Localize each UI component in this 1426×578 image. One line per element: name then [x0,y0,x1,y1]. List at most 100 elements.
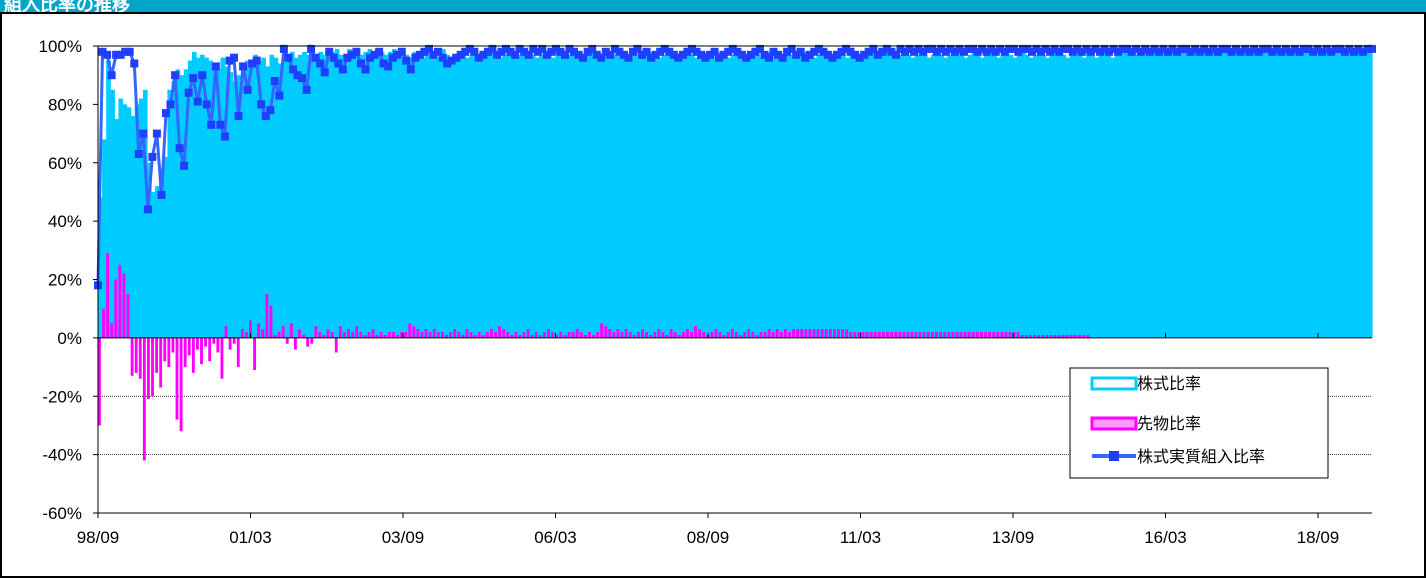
stock-ratio-bar [1363,48,1369,338]
futures-ratio-bar [498,326,502,338]
futures-ratio-bar [257,323,261,338]
effective-ratio-marker [1209,44,1218,53]
effective-ratio-marker [941,47,950,56]
stock-ratio-bar [257,60,262,338]
futures-ratio-bar [534,332,538,338]
futures-ratio-bar [984,332,987,338]
stock-ratio-bar [1355,48,1361,338]
effective-ratio-marker [969,44,977,53]
effective-ratio-marker [429,50,438,59]
effective-ratio-marker [728,44,737,53]
stock-ratio-bar [1269,48,1275,338]
effective-ratio-marker [1268,47,1277,56]
effective-ratio-marker [792,50,801,59]
effective-ratio-marker [1213,47,1222,56]
futures-ratio-bar [102,308,105,338]
stock-ratio-bar [890,54,895,338]
stock-ratio-bar [1278,48,1283,338]
futures-ratio-bar [975,332,979,338]
effective-ratio-marker [1354,44,1363,53]
stock-ratio-bar [873,54,879,338]
futures-ratio-bar [200,337,203,365]
futures-ratio-bar [551,332,555,338]
stock-ratio-bar [575,54,581,338]
futures-ratio-bar [1008,332,1012,338]
effective-ratio-marker [1159,44,1168,53]
stock-ratio-bar [608,54,614,338]
futures-ratio-bar [477,332,481,338]
effective-ratio-marker [175,144,184,153]
stock-ratio-bar [289,51,295,338]
effective-ratio-marker [660,44,669,53]
stock-ratio-bar [461,54,467,338]
stock-ratio-bar [1208,51,1214,338]
futures-ratio-bar [841,329,845,338]
effective-ratio-marker [1028,47,1036,56]
stock-ratio-bar [220,57,226,338]
stock-ratio-bar [1065,57,1071,338]
stock-ratio-bar [1184,51,1189,338]
stock-ratio-bar [473,51,479,338]
futures-ratio-bar [122,273,126,338]
futures-ratio-bar [432,329,436,338]
futures-ratio-bar [355,326,359,338]
stock-ratio-bar [408,57,414,338]
stock-ratio-bar [265,66,271,338]
effective-ratio-marker [307,44,316,53]
futures-ratio-bar [694,326,698,338]
stock-ratio-bar [1310,48,1316,338]
effective-ratio-marker [1068,47,1077,56]
stock-ratio-bar [1294,48,1300,338]
stock-ratio-bar [645,54,650,338]
effective-ratio-marker [1173,47,1181,56]
stock-ratio-bar [432,54,438,338]
futures-ratio-bar [338,326,342,338]
effective-ratio-marker [470,47,479,56]
stock-ratio-bar [102,139,107,338]
effective-ratio-marker [284,53,293,62]
effective-ratio-marker [1272,44,1281,53]
futures-ratio-bar [918,332,922,338]
stock-ratio-bar [526,51,532,338]
stock-ratio-bar [955,51,961,338]
effective-ratio-marker [1132,44,1141,53]
futures-ratio-bar [98,337,101,426]
futures-ratio-bar [302,334,306,338]
stock-ratio-bar [690,54,695,338]
effective-ratio-marker [1345,44,1354,53]
stock-ratio-bar [400,51,405,338]
stock-ratio-bar [984,54,989,338]
stock-ratio-bar [632,51,638,338]
effective-ratio-marker [855,53,864,62]
stock-ratio-bar [302,51,307,338]
stock-ratio-bar [196,57,201,338]
effective-ratio-marker [434,47,442,56]
stock-ratio-bar [661,54,667,338]
effective-ratio-marker [783,47,792,56]
effective-ratio-marker [1300,44,1308,53]
effective-ratio-marker [588,44,597,53]
effective-ratio-marker [252,56,261,65]
futures-ratio-bar [673,332,677,338]
futures-ratio-bar [1086,334,1090,338]
futures-ratio-bar [543,332,546,338]
effective-ratio-marker [1086,47,1095,56]
stock-ratio-bar [1286,48,1291,338]
stock-ratio-bar [1343,51,1349,338]
effective-ratio-marker [248,59,257,68]
futures-ratio-bar [453,329,457,338]
stock-ratio-bar [245,60,250,338]
stock-ratio-bar [808,54,814,338]
futures-ratio-bar [571,332,575,338]
stock-ratio-bar [694,57,699,338]
stock-ratio-bar [1167,48,1173,338]
stock-ratio-bar [975,54,981,338]
legend-label-futures: 先物比率 [1137,414,1201,433]
effective-ratio-marker [1222,44,1231,53]
effective-ratio-marker [184,88,193,97]
effective-ratio-marker [1318,47,1327,56]
stock-ratio-bar [514,57,520,338]
stock-ratio-bar [996,57,1002,338]
effective-ratio-marker [488,44,497,53]
stock-ratio-bar [804,51,810,338]
